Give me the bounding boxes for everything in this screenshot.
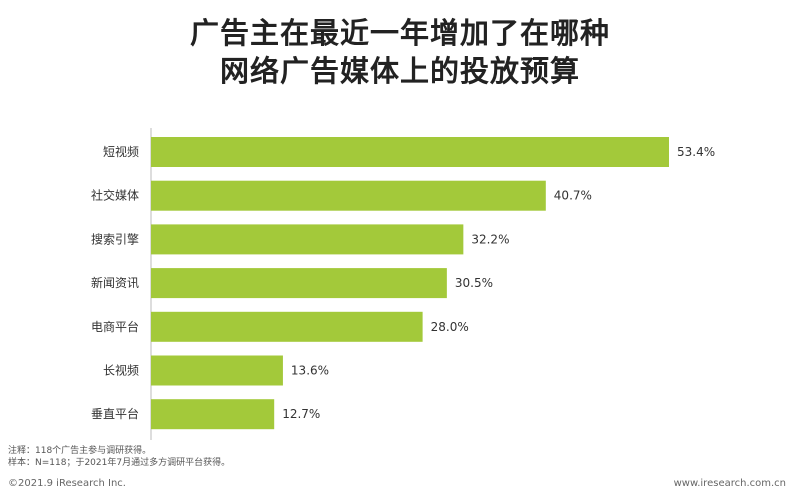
value-label: 28.0% <box>431 320 469 334</box>
category-label: 搜索引擎 <box>91 231 139 246</box>
category-label: 垂直平台 <box>91 406 139 421</box>
bar <box>151 399 275 430</box>
value-label: 12.7% <box>282 407 320 421</box>
value-label: 30.5% <box>455 276 493 290</box>
category-label: 新闻资讯 <box>91 275 139 290</box>
bar <box>151 137 669 167</box>
website-text: www.iresearch.com.cn <box>673 478 786 489</box>
category-label: 社交媒体 <box>91 188 139 203</box>
category-label: 短视频 <box>103 144 139 159</box>
bar <box>151 224 464 255</box>
bar <box>151 355 283 386</box>
value-label: 40.7% <box>554 189 592 203</box>
footnote-sample: 样本：N=118；于2021年7月通过多方调研平台获得。 <box>8 458 231 468</box>
bar <box>151 311 423 342</box>
value-label: 53.4% <box>677 145 715 159</box>
category-label: 长视频 <box>103 363 139 378</box>
chart-title-line1: 广告主在最近一年增加了在哪种 <box>189 16 610 50</box>
footnote-note: 注释：118个广告主参与调研获得。 <box>8 446 152 456</box>
bar <box>151 268 447 299</box>
value-label: 32.2% <box>471 232 509 246</box>
bar <box>151 180 546 211</box>
chart-title-line2: 网络广告媒体上的投放预算 <box>219 54 580 88</box>
copyright-text: ©2021.9 iResearch Inc. <box>8 478 126 489</box>
category-label: 电商平台 <box>91 319 139 334</box>
value-label: 13.6% <box>291 364 329 378</box>
